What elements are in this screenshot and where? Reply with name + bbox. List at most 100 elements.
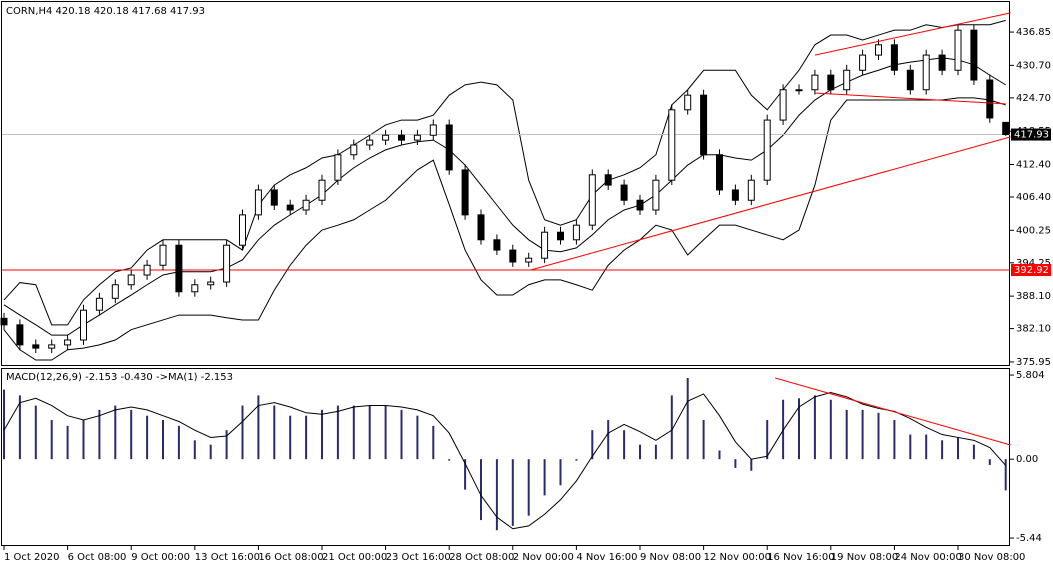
candle-body xyxy=(859,54,867,71)
macd-bar xyxy=(988,459,991,465)
trend-line xyxy=(775,377,1011,446)
candle-body xyxy=(954,29,962,71)
candle-body xyxy=(413,134,421,141)
x-tick-label: 21 Oct 00:00 xyxy=(322,552,387,563)
macd-bar xyxy=(559,459,562,486)
trend-line xyxy=(814,92,1006,105)
macd-bar xyxy=(273,405,276,460)
macd-bar xyxy=(34,405,37,460)
y-tick-label: 424.70 xyxy=(1016,93,1051,104)
trend-line xyxy=(530,136,1011,271)
candle-body xyxy=(302,199,310,211)
macd-bar xyxy=(511,459,514,526)
macd-bar xyxy=(972,444,975,460)
macd-bar xyxy=(305,415,308,460)
macd-bar xyxy=(98,409,101,460)
x-tick-label: 16 Nov 16:00 xyxy=(767,552,834,563)
bollinger-middle xyxy=(3,57,1006,336)
candle-body xyxy=(382,134,390,141)
macd-bar xyxy=(225,430,228,460)
y-tick-label: 430.70 xyxy=(1016,60,1051,71)
macd-bar xyxy=(336,405,339,460)
macd-bar xyxy=(321,409,323,460)
macd-bar xyxy=(82,420,85,460)
x-tick-label: 4 Nov 16:00 xyxy=(576,552,637,563)
macd-bar xyxy=(877,412,880,460)
macd-bar xyxy=(241,405,244,460)
macd-bar xyxy=(941,440,944,460)
candle-body xyxy=(461,169,469,216)
candle-body xyxy=(731,189,739,201)
candle-body xyxy=(890,44,898,71)
candle-body xyxy=(875,44,882,56)
candle-body xyxy=(445,124,453,171)
candle-body xyxy=(525,257,533,263)
candle-body xyxy=(95,297,103,311)
candle-body xyxy=(684,94,692,111)
candle-body xyxy=(588,174,596,226)
macd-bar xyxy=(1004,459,1007,491)
candle-body xyxy=(111,284,119,299)
x-tick-label: 9 Nov 08:00 xyxy=(640,552,701,563)
y-tick-label: 400.25 xyxy=(1016,225,1051,236)
bollinger-lower xyxy=(3,97,1006,361)
x-tick-label: 12 Nov 00:00 xyxy=(704,552,771,563)
candle-body xyxy=(604,174,612,186)
macd-bar xyxy=(432,425,435,460)
y-tick-label: 382.10 xyxy=(1016,324,1051,335)
macd-bar xyxy=(50,420,53,460)
macd-bar xyxy=(639,444,641,460)
candle-body xyxy=(334,154,342,181)
y-tick-label: 436.85 xyxy=(1016,27,1051,38)
signal-line xyxy=(3,391,1007,530)
macd-bar xyxy=(193,440,196,460)
candle-body xyxy=(811,74,819,91)
candle-body xyxy=(557,231,564,241)
macd-bar xyxy=(829,399,832,460)
x-tick-label: 30 Nov 08:00 xyxy=(958,552,1025,563)
x-tick-label: 23 Oct 16:00 xyxy=(386,552,451,563)
x-tick-label: 24 Nov 00:00 xyxy=(894,552,961,563)
macd-bar xyxy=(654,444,657,460)
candle-body xyxy=(429,124,437,136)
last-price-tag xyxy=(1011,128,1051,141)
candle-body xyxy=(938,54,946,71)
macd-bar xyxy=(352,405,355,460)
macd-bar xyxy=(114,405,117,460)
candle-body xyxy=(636,199,644,211)
candle-body xyxy=(32,344,40,349)
candle-body xyxy=(286,204,294,211)
candle-body xyxy=(986,79,994,119)
candle-body xyxy=(207,281,215,286)
candle-body xyxy=(143,264,151,276)
candle-body xyxy=(620,184,628,201)
macd-bar xyxy=(798,398,800,460)
macd-bar xyxy=(750,459,753,471)
candle-body xyxy=(795,89,803,92)
x-tick-label: 13 Oct 16:00 xyxy=(195,552,260,563)
macd-bar xyxy=(368,405,371,460)
candle-body xyxy=(270,189,278,206)
macd-bar xyxy=(257,395,260,460)
x-tick-label: 28 Oct 08:00 xyxy=(449,552,514,563)
bollinger-upper xyxy=(3,19,1006,326)
macd-bar xyxy=(177,425,180,460)
candle-body xyxy=(0,317,8,326)
candle-body xyxy=(843,69,851,91)
macd-header: MACD(12,26,9) -2.153 -0.430 ->MA(1) -2.1… xyxy=(6,372,233,383)
macd-bar xyxy=(734,459,737,468)
candle-body xyxy=(716,154,723,191)
macd-bar xyxy=(670,395,673,460)
macd-bar xyxy=(607,420,610,460)
candle-body xyxy=(254,189,262,216)
candle-body xyxy=(239,214,246,246)
macd-bar xyxy=(130,409,133,460)
candle-body xyxy=(398,134,405,141)
macd-bar xyxy=(766,420,769,460)
trend-line xyxy=(814,12,1011,56)
macd-bar xyxy=(289,415,292,460)
candle-body xyxy=(64,339,72,346)
level-tag xyxy=(1011,264,1051,277)
x-tick-label: 1 Oct 2020 xyxy=(4,552,59,563)
candle-body xyxy=(159,244,167,266)
